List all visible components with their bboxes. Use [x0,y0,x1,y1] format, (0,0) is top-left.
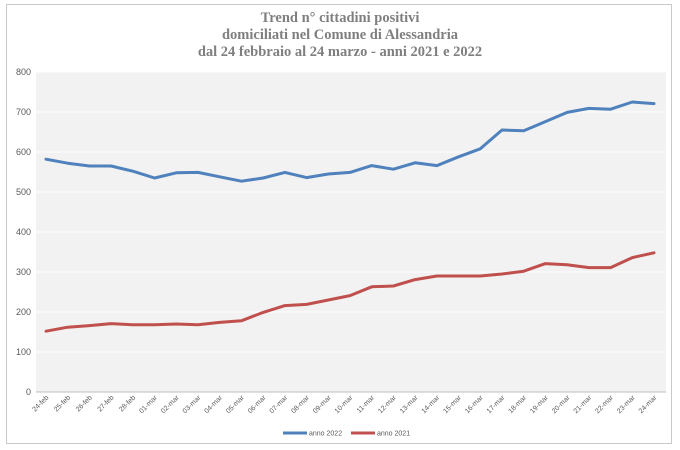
y-tick-label-700: 700 [16,107,31,117]
x-tick-label-24-feb: 24-feb [31,394,50,413]
title-line-1: Trend n° cittadini positivi [260,10,420,26]
x-tick-label-12-mar: 12-mar [377,394,398,415]
x-tick-label-27-feb: 27-feb [97,394,116,413]
x-tick-label-21-mar: 21-mar [573,394,594,415]
x-tick-label-20-mar: 20-mar [551,394,572,415]
y-tick-label-500: 500 [16,187,31,197]
y-tick-label-600: 600 [16,147,31,157]
series-line-2 [44,251,656,333]
x-tick-label-14-mar: 14-mar [421,394,442,415]
y-tick-label-800: 800 [16,67,31,77]
legend-label-2: anno 2021 [377,431,410,438]
x-tick-label-16-mar: 16-mar [464,394,485,415]
x-tick-label-08-mar: 08-mar [290,394,311,415]
x-tick-label-03-mar: 03-mar [182,394,203,415]
grid-lines [36,71,666,393]
x-tick-label-06-mar: 06-mar [247,394,268,415]
x-tick-label-01-mar: 01-mar [138,394,159,415]
y-tick-label-100: 100 [16,347,31,357]
chart-title: Trend n° cittadini positivi domiciliati … [0,10,680,61]
x-tick-label-07-mar: 07-mar [269,394,290,415]
y-tick-label-400: 400 [16,227,31,237]
y-tick-label-300: 300 [16,267,31,277]
y-tick-label-200: 200 [16,307,31,317]
x-tick-label-23-mar: 23-mar [616,394,637,415]
y-axis-ticks: 0 100 200 300 400 500 600 700 800 [16,67,31,397]
x-tick-label-10-mar: 10-mar [334,394,355,415]
series-lines [44,100,656,333]
x-tick-label-05-mar: 05-mar [225,394,246,415]
x-tick-label-24-mar: 24-mar [638,394,659,415]
x-tick-label-18-mar: 18-mar [507,394,528,415]
x-tick-label-19-mar: 19-mar [529,394,550,415]
x-tick-label-04-mar: 04-mar [203,394,224,415]
x-tick-label-25-feb: 25-feb [53,394,72,413]
title-line-3: dal 24 febbraio al 24 marzo - anni 2021 … [197,44,483,60]
x-tick-label-02-mar: 02-mar [160,394,181,415]
x-tick-label-15-mar: 15-mar [442,394,463,415]
title-line-2: domiciliati nel Comune di Alessandria [221,27,459,43]
x-axis-ticks: 24-feb 25-feb 26-feb 27-feb 28-feb 01-mar 02-m… [31,394,658,415]
y-tick-label-0: 0 [26,387,31,397]
legend-label-1: anno 2022 [309,431,342,438]
x-tick-label-17-mar: 17-mar [486,394,507,415]
x-tick-label-09-mar: 09-mar [312,394,333,415]
x-tick-label-11-mar: 11-mar [356,394,377,415]
x-tick-label-13-mar: 13-mar [399,394,420,415]
x-tick-label-22-mar: 22-mar [594,394,615,415]
series-line-1 [44,100,656,183]
legend: anno 2022 anno 2021 [283,431,410,438]
x-tick-label-26-feb: 26-feb [75,394,94,413]
x-tick-label-28-feb: 28-feb [118,394,137,413]
